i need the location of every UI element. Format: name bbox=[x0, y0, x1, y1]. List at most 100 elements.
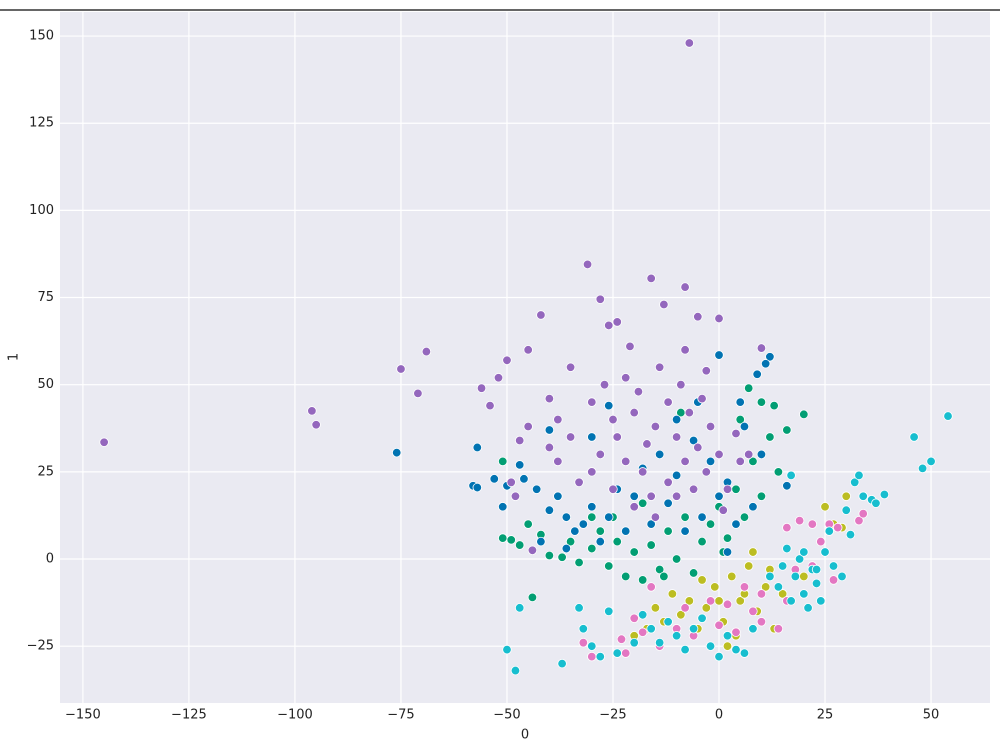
scatter-point bbox=[676, 379, 686, 390]
scatter-point bbox=[782, 543, 792, 554]
scatter-point bbox=[680, 282, 690, 292]
scatter-point bbox=[803, 603, 813, 613]
y-axis-label: 1 bbox=[7, 353, 22, 361]
scatter-point bbox=[799, 409, 809, 420]
y-tick-label: 150 bbox=[29, 29, 54, 44]
scatter-point bbox=[760, 359, 771, 369]
scatter-point bbox=[621, 571, 631, 582]
scatter-point bbox=[790, 571, 801, 582]
scatter-point bbox=[705, 596, 716, 606]
scatter-point bbox=[794, 515, 805, 526]
scatter-point bbox=[608, 484, 618, 494]
scatter-point bbox=[926, 456, 936, 467]
scatter-point bbox=[773, 582, 784, 592]
scatter-point bbox=[544, 442, 555, 453]
scatter-point bbox=[629, 491, 639, 501]
scatter-point bbox=[722, 484, 733, 494]
scatter-point bbox=[828, 561, 839, 571]
scatter-point bbox=[476, 383, 487, 393]
scatter-point bbox=[642, 439, 652, 449]
scatter-point bbox=[799, 547, 809, 557]
scatter-point bbox=[693, 312, 703, 322]
scatter-point bbox=[629, 637, 639, 648]
scatter-point bbox=[765, 432, 775, 442]
scatter-point bbox=[527, 592, 538, 603]
scatter-point bbox=[553, 491, 563, 501]
scatter-point bbox=[663, 498, 673, 508]
scatter-point bbox=[854, 470, 864, 481]
x-tick-label: −125 bbox=[171, 708, 207, 723]
scatter-point bbox=[646, 624, 656, 634]
scatter-point bbox=[756, 397, 767, 407]
scatter-point bbox=[697, 393, 707, 404]
scatter-point bbox=[794, 554, 805, 564]
scatter-point bbox=[701, 603, 711, 613]
scatter-point bbox=[498, 533, 508, 543]
scatter-point bbox=[587, 502, 597, 512]
scatter-point bbox=[731, 519, 741, 529]
scatter-point bbox=[621, 456, 631, 467]
scatter-point bbox=[612, 432, 622, 442]
scatter-point bbox=[646, 540, 656, 550]
scatter-point bbox=[553, 414, 563, 425]
scatter-point bbox=[782, 425, 792, 435]
scatter-point bbox=[676, 610, 686, 620]
scatter-point bbox=[659, 299, 669, 310]
scatter-point bbox=[782, 481, 792, 491]
scatter-point bbox=[587, 512, 597, 522]
scatter-point bbox=[629, 613, 639, 623]
scatter-point bbox=[731, 428, 741, 439]
x-tick-label: −150 bbox=[65, 708, 101, 723]
scatter-point bbox=[663, 397, 673, 407]
scatter-point bbox=[595, 526, 605, 536]
scatter-point bbox=[544, 505, 555, 515]
scatter-point bbox=[561, 512, 572, 522]
scatter-point bbox=[506, 477, 516, 488]
y-tick-label: 50 bbox=[37, 377, 54, 392]
scatter-point bbox=[705, 456, 716, 467]
scatter-point bbox=[595, 294, 605, 304]
scatter-point bbox=[748, 624, 758, 634]
scatter-point bbox=[659, 571, 669, 582]
scatter-point bbox=[854, 515, 864, 526]
scatter-point bbox=[629, 407, 639, 418]
scatter-point bbox=[688, 435, 699, 446]
scatter-point bbox=[514, 603, 525, 613]
scatter-point bbox=[604, 320, 614, 331]
x-tick-label: 25 bbox=[817, 708, 834, 723]
scatter-point bbox=[671, 491, 682, 501]
scatter-point bbox=[514, 435, 525, 446]
scatter-point bbox=[786, 470, 796, 481]
scatter-point bbox=[413, 388, 423, 399]
scatter-point bbox=[616, 634, 627, 644]
x-tick-label: −100 bbox=[277, 708, 313, 723]
scatter-point bbox=[599, 379, 610, 390]
scatter-point bbox=[714, 350, 724, 360]
scatter-point bbox=[472, 482, 482, 493]
scatter-point bbox=[654, 449, 665, 460]
scatter-point bbox=[565, 432, 576, 442]
scatter-point bbox=[612, 317, 622, 327]
scatter-point bbox=[621, 526, 631, 536]
scatter-point bbox=[646, 582, 656, 592]
scatter-point bbox=[523, 519, 533, 529]
scatter-point bbox=[820, 502, 830, 512]
y-tick-label: 25 bbox=[37, 464, 54, 479]
scatter-point bbox=[841, 505, 851, 515]
scatter-point bbox=[722, 599, 733, 610]
scatter-point bbox=[671, 470, 682, 481]
scatter-point bbox=[722, 533, 733, 543]
scatter-point bbox=[714, 449, 724, 460]
scatter-point bbox=[824, 526, 834, 536]
scatter-point bbox=[752, 369, 762, 379]
scatter-point bbox=[646, 519, 656, 529]
scatter-point bbox=[612, 648, 622, 658]
scatter-point bbox=[633, 386, 644, 397]
scatter-point bbox=[777, 589, 788, 599]
scatter-point bbox=[773, 624, 784, 634]
scatter-point bbox=[595, 449, 605, 460]
scatter-point bbox=[714, 491, 724, 501]
scatter-point bbox=[731, 627, 741, 637]
scatter-point bbox=[595, 651, 605, 662]
